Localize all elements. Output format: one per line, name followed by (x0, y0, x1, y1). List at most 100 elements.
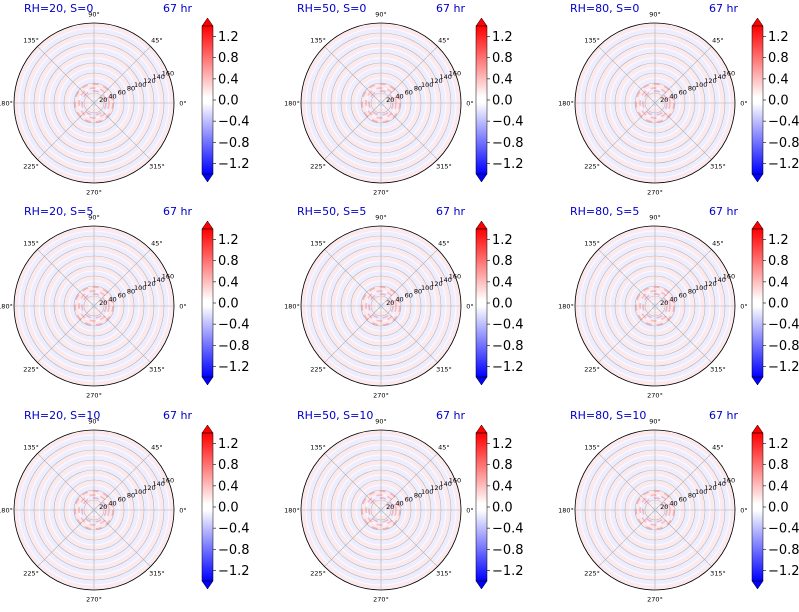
colorbar-extend-min (475, 580, 488, 590)
theta-grid-line (37, 46, 95, 104)
panel-time-label: 67 hr (436, 409, 465, 422)
panel-time-label: 67 hr (163, 205, 192, 218)
theta-tick-label: 225° (584, 365, 600, 373)
polar-frame (13, 225, 175, 387)
colorbar-extend-min (201, 580, 214, 590)
r-tick-label: 100 (695, 81, 707, 89)
theta-grid-line (93, 509, 151, 567)
theta-tick-label: 270° (647, 596, 663, 604)
theta-tick-label: 0° (740, 303, 747, 311)
r-tick-label: 100 (421, 81, 433, 89)
r-tick-label: 80 (414, 492, 422, 500)
theta-tick-label: 90° (88, 11, 100, 19)
theta-grid-line (380, 305, 438, 363)
r-tick-label: 100 (695, 284, 707, 292)
colorbar-tick-label: 0.0 (492, 297, 513, 312)
polar-frame (574, 225, 736, 387)
theta-tick-label: 225° (310, 162, 326, 170)
theta-tick-label: 0° (179, 303, 186, 311)
colorbar-tick-label: −0.8 (492, 136, 524, 151)
theta-tick-label: 45° (712, 240, 724, 248)
colorbar-tick-label: 1.2 (218, 30, 239, 45)
theta-tick-label: 0° (740, 100, 747, 108)
panel-title: RH=80, S=0 (570, 2, 639, 15)
colorbar-tick-label: 0.4 (218, 275, 239, 290)
colorbar-tick-label: 0.4 (218, 72, 239, 87)
panel-title: RH=80, S=5 (570, 205, 639, 218)
theta-grid-line (654, 509, 712, 567)
r-tick-label: 80 (688, 492, 696, 500)
theta-tick-label: 225° (310, 569, 326, 577)
theta-tick-label: 225° (23, 162, 39, 170)
field-feature (635, 83, 675, 123)
theta-grid-line (598, 453, 656, 511)
colorbar-tick-label: 0.8 (768, 254, 789, 269)
theta-tick-label: 45° (438, 240, 450, 248)
panel-time-label: 67 hr (709, 2, 738, 15)
r-tick-label: 40 (108, 92, 116, 100)
theta-grid-line (324, 46, 382, 104)
colorbar-tick-label: −1.2 (492, 564, 524, 579)
colorbar-tick-label: 0.0 (768, 94, 789, 109)
theta-grid-line (654, 249, 712, 307)
r-tick-label: 120 (704, 280, 716, 288)
colorbar (751, 432, 764, 582)
theta-tick-label: 135° (310, 37, 326, 45)
theta-grid-line (598, 305, 656, 363)
colorbar-tick-label: 0.0 (492, 94, 513, 109)
r-tick-label: 140 (439, 73, 451, 81)
theta-grid-line (380, 509, 438, 567)
theta-tick-label: 270° (86, 189, 102, 197)
r-tick-label: 20 (660, 299, 668, 307)
r-tick-label: 160 (162, 476, 174, 484)
colorbar-tick-label: 1.2 (492, 437, 513, 452)
theta-grid-line (324, 249, 382, 307)
colorbar-extend-min (475, 376, 488, 386)
colorbar-extend-max (751, 220, 764, 230)
theta-tick-label: 180° (0, 303, 13, 311)
colorbar-extend-max (475, 424, 488, 434)
field-feature (81, 293, 107, 319)
panel-time-label: 67 hr (163, 409, 192, 422)
colorbar-tick-label: 1.2 (492, 233, 513, 248)
field-feature (74, 490, 114, 530)
field-feature (639, 494, 671, 526)
theta-grid-line (380, 46, 438, 104)
r-tick-label: 60 (118, 89, 126, 97)
field-feature (368, 497, 394, 523)
r-tick-label: 160 (723, 272, 735, 280)
panel-title: RH=20, S=0 (24, 2, 93, 15)
field-feature (635, 490, 675, 530)
theta-grid-line (93, 249, 151, 307)
r-tick-label: 100 (134, 81, 146, 89)
r-tick-label: 80 (688, 85, 696, 93)
theta-tick-label: 315° (149, 162, 165, 170)
r-tick-label: 40 (669, 92, 677, 100)
field-feature (639, 87, 671, 119)
theta-grid-line (598, 509, 656, 567)
r-tick-label: 140 (713, 73, 725, 81)
theta-tick-label: 90° (649, 418, 661, 426)
r-tick-label: 100 (421, 488, 433, 496)
colorbar-tick-label: −1.2 (218, 157, 250, 172)
theta-grid-line (37, 102, 95, 160)
theta-grid-line (93, 46, 151, 104)
r-tick-label: 60 (679, 292, 687, 300)
colorbar (475, 228, 488, 378)
r-tick-label: 100 (134, 488, 146, 496)
theta-tick-label: 315° (436, 365, 452, 373)
theta-tick-label: 225° (310, 365, 326, 373)
theta-tick-label: 180° (284, 100, 300, 108)
r-tick-label: 20 (99, 299, 107, 307)
colorbar-extend-max (751, 17, 764, 27)
colorbar-extend-min (751, 580, 764, 590)
panel-title: RH=20, S=10 (24, 409, 100, 422)
theta-grid-line (598, 46, 656, 104)
colorbar-tick-label: 0.8 (492, 254, 513, 269)
r-tick-label: 120 (143, 484, 155, 492)
colorbar-tick-label: −0.4 (768, 318, 799, 333)
field-feature (361, 286, 401, 326)
r-tick-label: 40 (395, 92, 403, 100)
theta-tick-label: 315° (149, 365, 165, 373)
